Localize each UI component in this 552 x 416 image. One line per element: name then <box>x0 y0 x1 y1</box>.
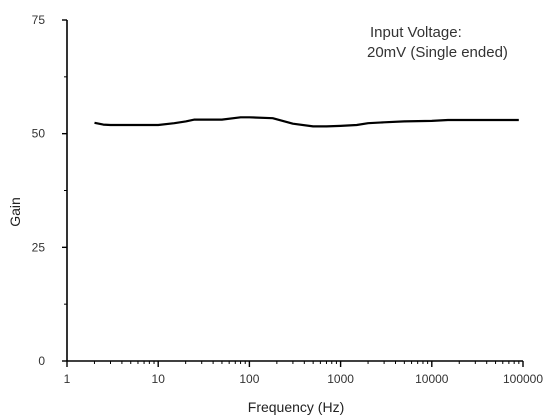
tick-labels: 0 25 50 75 1 10 100 1000 10000 100000 <box>32 13 544 386</box>
series-line-0 <box>94 116 519 128</box>
x-axis-title: Frequency (Hz) <box>248 399 344 415</box>
y-tick-label: 25 <box>32 240 46 254</box>
y-tick-label: 0 <box>38 354 45 368</box>
series-layer <box>94 116 519 128</box>
x-tick-label: 1 <box>64 372 71 386</box>
x-tick-label: 10000 <box>415 372 449 386</box>
x-tick-label: 100000 <box>503 372 543 386</box>
x-tick-label: 1000 <box>327 372 354 386</box>
x-tick-label: 10 <box>152 372 166 386</box>
y-tick-label: 50 <box>32 127 46 141</box>
annotation-line-1: Input Voltage: <box>370 24 462 41</box>
x-tick-label: 100 <box>239 372 259 386</box>
y-tick-label: 75 <box>32 13 46 27</box>
y-axis-title: Gain <box>7 197 23 227</box>
axes <box>66 20 523 362</box>
tick-marks <box>62 19 524 367</box>
annotation-line-2: 20mV (Single ended) <box>367 44 508 61</box>
